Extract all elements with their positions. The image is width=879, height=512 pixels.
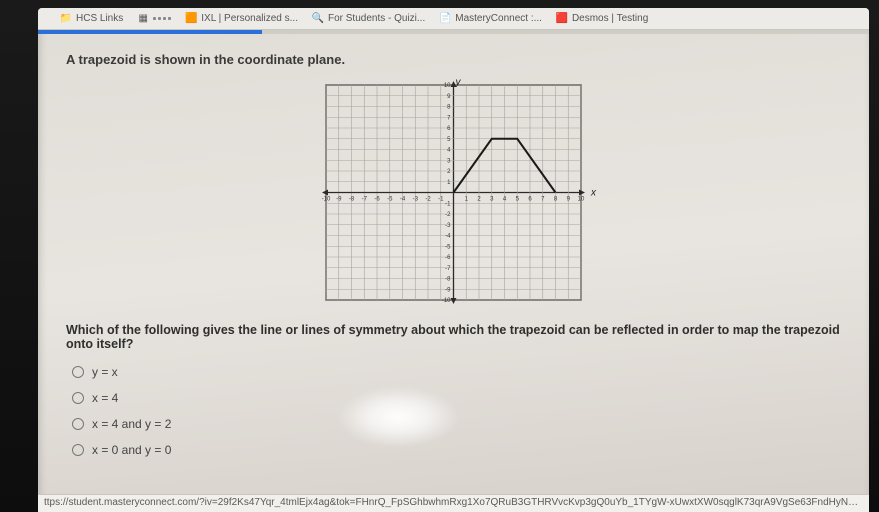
svg-text:5: 5 [515, 197, 519, 203]
option-label: x = 4 and y = 2 [92, 417, 171, 431]
svg-text:-4: -4 [445, 234, 451, 240]
bookmark-label: IXL | Personalized s... [201, 13, 298, 24]
svg-text:-6: -6 [374, 197, 380, 203]
option-label: y = x [92, 365, 118, 379]
svg-text:-4: -4 [399, 197, 405, 203]
answer-option[interactable]: y = x [72, 365, 841, 379]
coordinate-graph: -10 -10 -9 -9 -8 -8 -7 -7 -6 -6 -5 -5 -4 -4 -3 -3 -2 -2 -1… [309, 75, 599, 315]
bookmark-item[interactable]: 📁 HCS Links [56, 11, 127, 27]
svg-text:y: y [454, 77, 461, 88]
option-label: x = 0 and y = 0 [92, 443, 171, 457]
svg-text:-8: -8 [445, 277, 451, 283]
svg-text:3: 3 [490, 197, 494, 203]
svg-text:-6: -6 [445, 255, 451, 261]
bookmark-item[interactable]: 🟥 Desmos | Testing [552, 11, 652, 27]
graph-container: -10 -10 -9 -9 -8 -8 -7 -7 -6 -6 -5 -5 -4 -4 -3 -3 -2 -2 -1… [66, 75, 841, 315]
bookmark-label: HCS Links [76, 13, 123, 24]
answer-options: y = x x = 4 x = 4 and y = 2 x = 0 and y = 0 [66, 365, 841, 457]
svg-text:-10: -10 [441, 298, 450, 304]
svg-text:9: 9 [566, 197, 570, 203]
answer-option[interactable]: x = 4 and y = 2 [72, 417, 841, 431]
content-area: A trapezoid is shown in the coordinate p… [38, 34, 869, 473]
svg-text:-1: -1 [438, 197, 444, 203]
bookmark-item[interactable]: ▦ [133, 11, 175, 27]
svg-text:8: 8 [553, 197, 557, 203]
svg-text:2: 2 [477, 197, 481, 203]
bookmark-icon: 🔍 [312, 13, 324, 25]
bookmark-item[interactable]: 📄 MasteryConnect :... [435, 11, 546, 27]
svg-text:4: 4 [502, 197, 506, 203]
app-window: 📁 HCS Links ▦ 🟧 IXL | Personalized s... 🔍 For … [38, 8, 869, 512]
bookmarks-bar: 📁 HCS Links ▦ 🟧 IXL | Personalized s... 🔍 For … [38, 8, 869, 30]
option-label: x = 4 [92, 391, 118, 405]
svg-text:6: 6 [528, 197, 532, 203]
bookmark-item[interactable]: 🔍 For Students - Quizi... [308, 11, 429, 27]
svg-text:1: 1 [447, 180, 451, 186]
svg-text:3: 3 [447, 158, 451, 164]
svg-text:9: 9 [447, 94, 451, 100]
radio-icon [72, 444, 84, 456]
question-text: Which of the following gives the line or… [66, 323, 841, 351]
radio-icon [72, 418, 84, 430]
svg-text:-2: -2 [445, 212, 451, 218]
radio-icon [72, 392, 84, 404]
svg-text:-3: -3 [445, 223, 451, 229]
answer-option[interactable]: x = 4 [72, 391, 841, 405]
status-url: ttps://student.masteryconnect.com/?iv=29… [38, 494, 869, 512]
svg-text:1: 1 [464, 197, 468, 203]
svg-text:4: 4 [447, 148, 451, 154]
bookmark-icon: 🟥 [556, 13, 568, 25]
svg-text:10: 10 [577, 197, 584, 203]
svg-text:-9: -9 [336, 197, 342, 203]
svg-text:8: 8 [447, 105, 451, 111]
svg-text:-5: -5 [445, 244, 451, 250]
svg-text:7: 7 [541, 197, 545, 203]
svg-text:2: 2 [447, 169, 451, 175]
bookmark-icon: 🟧 [185, 13, 197, 25]
apps-icon [153, 17, 171, 20]
svg-text:-3: -3 [412, 197, 418, 203]
svg-text:-7: -7 [445, 266, 451, 272]
radio-icon [72, 366, 84, 378]
svg-text:5: 5 [447, 137, 451, 143]
bookmark-label: Desmos | Testing [572, 13, 648, 24]
prompt-text: A trapezoid is shown in the coordinate p… [66, 52, 841, 67]
bookmark-icon: 📄 [439, 13, 451, 25]
svg-text:-8: -8 [348, 197, 354, 203]
svg-text:-2: -2 [425, 197, 431, 203]
bookmark-label: MasteryConnect :... [455, 13, 542, 24]
svg-text:-1: -1 [445, 201, 451, 207]
bookmark-icon: 📁 [60, 13, 72, 25]
bookmark-icon: ▦ [137, 13, 149, 25]
svg-text:-9: -9 [445, 287, 451, 293]
svg-text:7: 7 [447, 115, 451, 121]
svg-text:x: x [590, 188, 597, 199]
svg-text:-7: -7 [361, 197, 367, 203]
svg-text:-5: -5 [387, 197, 393, 203]
svg-text:-10: -10 [321, 197, 330, 203]
svg-text:6: 6 [447, 126, 451, 132]
bookmark-label: For Students - Quizi... [328, 13, 425, 24]
svg-text:10: 10 [443, 83, 450, 89]
bookmark-item[interactable]: 🟧 IXL | Personalized s... [181, 11, 302, 27]
answer-option[interactable]: x = 0 and y = 0 [72, 443, 841, 457]
